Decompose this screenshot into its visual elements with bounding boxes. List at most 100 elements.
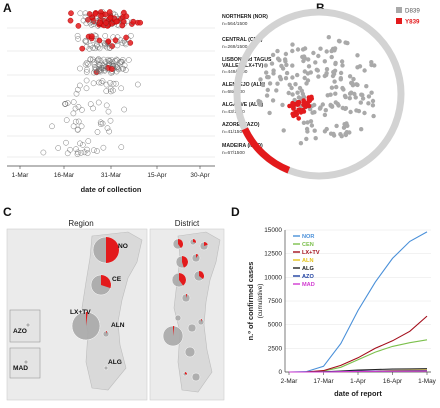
panel-d-letter: D (231, 205, 240, 219)
point-d839 (83, 39, 90, 45)
tip-y839 (306, 103, 312, 109)
point-d839 (95, 64, 102, 71)
point-d839 (87, 56, 94, 63)
tip-d839 (298, 141, 304, 146)
x-tick-label: 1-Apr (350, 378, 366, 385)
region-name: CENTRAL (CEN) (222, 37, 263, 43)
point-d839 (99, 78, 106, 84)
legend-label-y839: Y839 (405, 19, 420, 26)
tip-d839 (355, 53, 360, 58)
panel-c-letter: C (3, 205, 12, 219)
tip-d839 (290, 75, 295, 80)
pie-base (174, 314, 182, 322)
region-name: MADEIRA (MAD) (222, 143, 263, 149)
point-y839 (97, 19, 103, 26)
pie-base (191, 372, 201, 382)
point-d839 (122, 40, 129, 46)
tip-d839 (331, 71, 337, 77)
point-d839 (110, 80, 117, 87)
x-tick-label: 31-Mar (101, 172, 122, 179)
legend-swatch-d839 (396, 7, 402, 13)
tip-d839 (295, 72, 300, 78)
tip-d839 (308, 119, 314, 124)
point-y839 (137, 19, 144, 26)
pie-slice-y839 (196, 254, 199, 258)
point-d839 (82, 10, 89, 17)
tip-d839 (329, 103, 335, 109)
point-y839 (89, 33, 95, 40)
point-y839 (86, 11, 93, 17)
point-d839 (113, 80, 119, 87)
point-y839 (98, 12, 104, 19)
legend-label: CEN (302, 242, 314, 248)
x-tick-labels: 2-Mar 17-Mar 1-Apr 16-Apr 1-May (281, 372, 437, 385)
point-d839 (118, 58, 125, 65)
tip-d839 (354, 108, 359, 113)
point-d839 (80, 17, 87, 24)
tip-d839 (300, 47, 306, 52)
tip-d839 (326, 35, 331, 40)
point-d839 (118, 144, 125, 150)
tip-d839 (286, 90, 291, 96)
pie-base (25, 322, 31, 328)
region-sample-count: n=269/1500 (222, 44, 248, 50)
tip-d839 (334, 123, 339, 129)
point-d839 (90, 105, 96, 112)
tip-d839 (370, 98, 376, 104)
region-sample-count: n=41/1500 (222, 129, 245, 135)
tip-d839 (295, 90, 300, 95)
portugal-mainland-shape (81, 231, 143, 391)
point-d839 (73, 146, 79, 152)
tip-d839 (316, 53, 321, 59)
point-y839 (103, 20, 109, 26)
region-pies (23, 236, 120, 371)
tip-d839 (343, 94, 348, 100)
point-d839 (134, 81, 141, 88)
tip-d839 (312, 128, 317, 133)
x-tick-label: 16-Mar (54, 172, 75, 179)
point-y839 (106, 9, 113, 15)
point-d839 (83, 77, 90, 84)
point-d839 (92, 65, 99, 72)
legend-label: NOR (302, 234, 314, 240)
point-d839 (122, 41, 129, 48)
tip-d839 (360, 96, 366, 101)
x-tick-label: 17-Mar (313, 378, 334, 385)
pie-slice-y839 (182, 256, 189, 268)
point-d839 (95, 56, 102, 62)
outer-ring-mutant-arc (241, 127, 291, 174)
point-y839 (105, 38, 112, 45)
tip-d839 (359, 92, 364, 97)
tip-d839 (362, 68, 367, 73)
tip-y839 (302, 102, 307, 107)
point-d839 (74, 32, 81, 39)
point-d839 (72, 105, 79, 112)
point-d839 (40, 149, 47, 156)
strip-plot (7, 9, 215, 158)
tip-d839 (370, 103, 376, 108)
tip-d839 (333, 91, 338, 96)
tip-d839 (260, 82, 266, 88)
point-d839 (90, 21, 97, 27)
point-y839 (96, 37, 103, 44)
tip-d839 (371, 113, 376, 119)
tip-d839 (324, 126, 329, 132)
tip-y839 (296, 101, 301, 107)
tip-d839 (329, 54, 334, 60)
tip-d839 (339, 59, 345, 64)
district-map (149, 228, 225, 401)
district-map-title: District (175, 219, 200, 228)
tip-d839 (295, 47, 301, 52)
tip-d839 (306, 64, 312, 69)
tip-d839 (352, 91, 357, 97)
pie-slice-y839 (179, 273, 186, 286)
pie-slice-y839 (193, 239, 196, 243)
point-d839 (104, 125, 111, 132)
tip-y839 (287, 103, 292, 109)
tip-d839 (332, 79, 337, 84)
tip-d839 (305, 71, 311, 76)
region-label-lxtv: LX+TV (70, 309, 91, 316)
point-y839 (113, 18, 120, 25)
legend: NOR CEN LX+TV ALN ALG AZO MAD (293, 234, 320, 288)
tip-d839 (328, 92, 333, 97)
